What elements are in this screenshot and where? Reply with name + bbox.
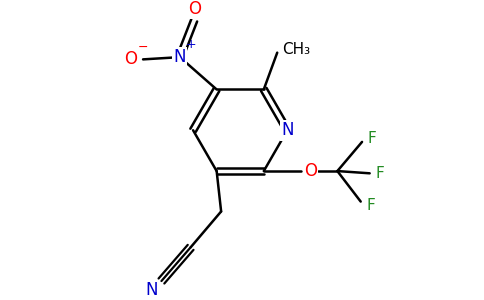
Text: N: N [174,48,186,66]
Text: +: + [185,38,196,51]
Text: F: F [367,131,376,146]
Text: O: O [304,162,317,180]
Text: O: O [124,50,137,68]
Text: −: − [138,41,148,54]
Text: N: N [145,281,158,299]
Text: F: F [375,166,384,181]
Text: CH₃: CH₃ [282,42,310,57]
Text: N: N [281,121,294,139]
Text: O: O [188,0,201,18]
Text: F: F [366,198,375,213]
